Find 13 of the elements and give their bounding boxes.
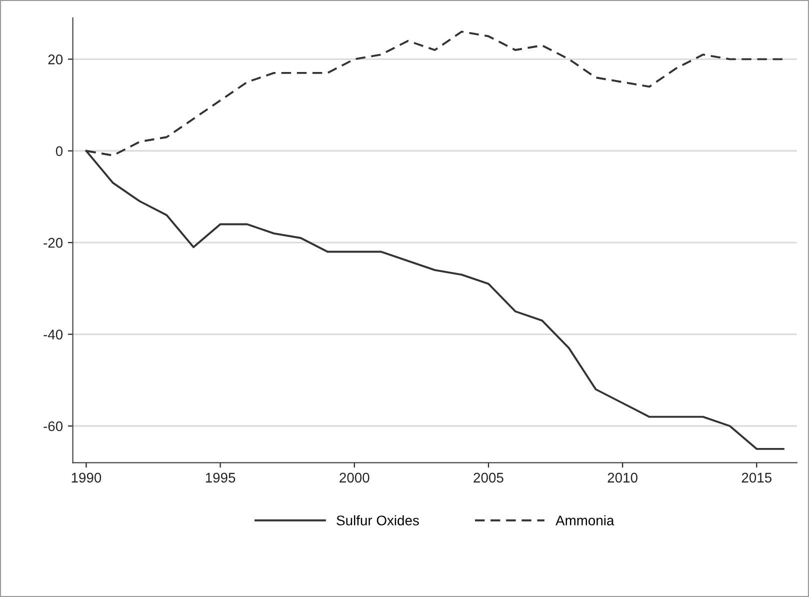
x-tick-label: 2015 bbox=[742, 472, 772, 483]
x-tick-label: 2010 bbox=[608, 472, 638, 483]
x-tick-label: 2005 bbox=[474, 472, 504, 483]
legend-label: Sulfur Oxides bbox=[336, 515, 419, 526]
x-tick-label: 1995 bbox=[206, 472, 236, 483]
y-tick-label: -40 bbox=[44, 330, 63, 340]
legend-label: Ammonia bbox=[556, 515, 614, 526]
x-tick-label: 2000 bbox=[340, 472, 370, 483]
y-tick-label: 0 bbox=[56, 146, 63, 156]
x-tick-label: 1990 bbox=[72, 472, 102, 483]
y-tick-label: 20 bbox=[48, 54, 63, 64]
y-tick-label: -20 bbox=[44, 238, 63, 248]
y-tick-label: -60 bbox=[44, 421, 63, 432]
